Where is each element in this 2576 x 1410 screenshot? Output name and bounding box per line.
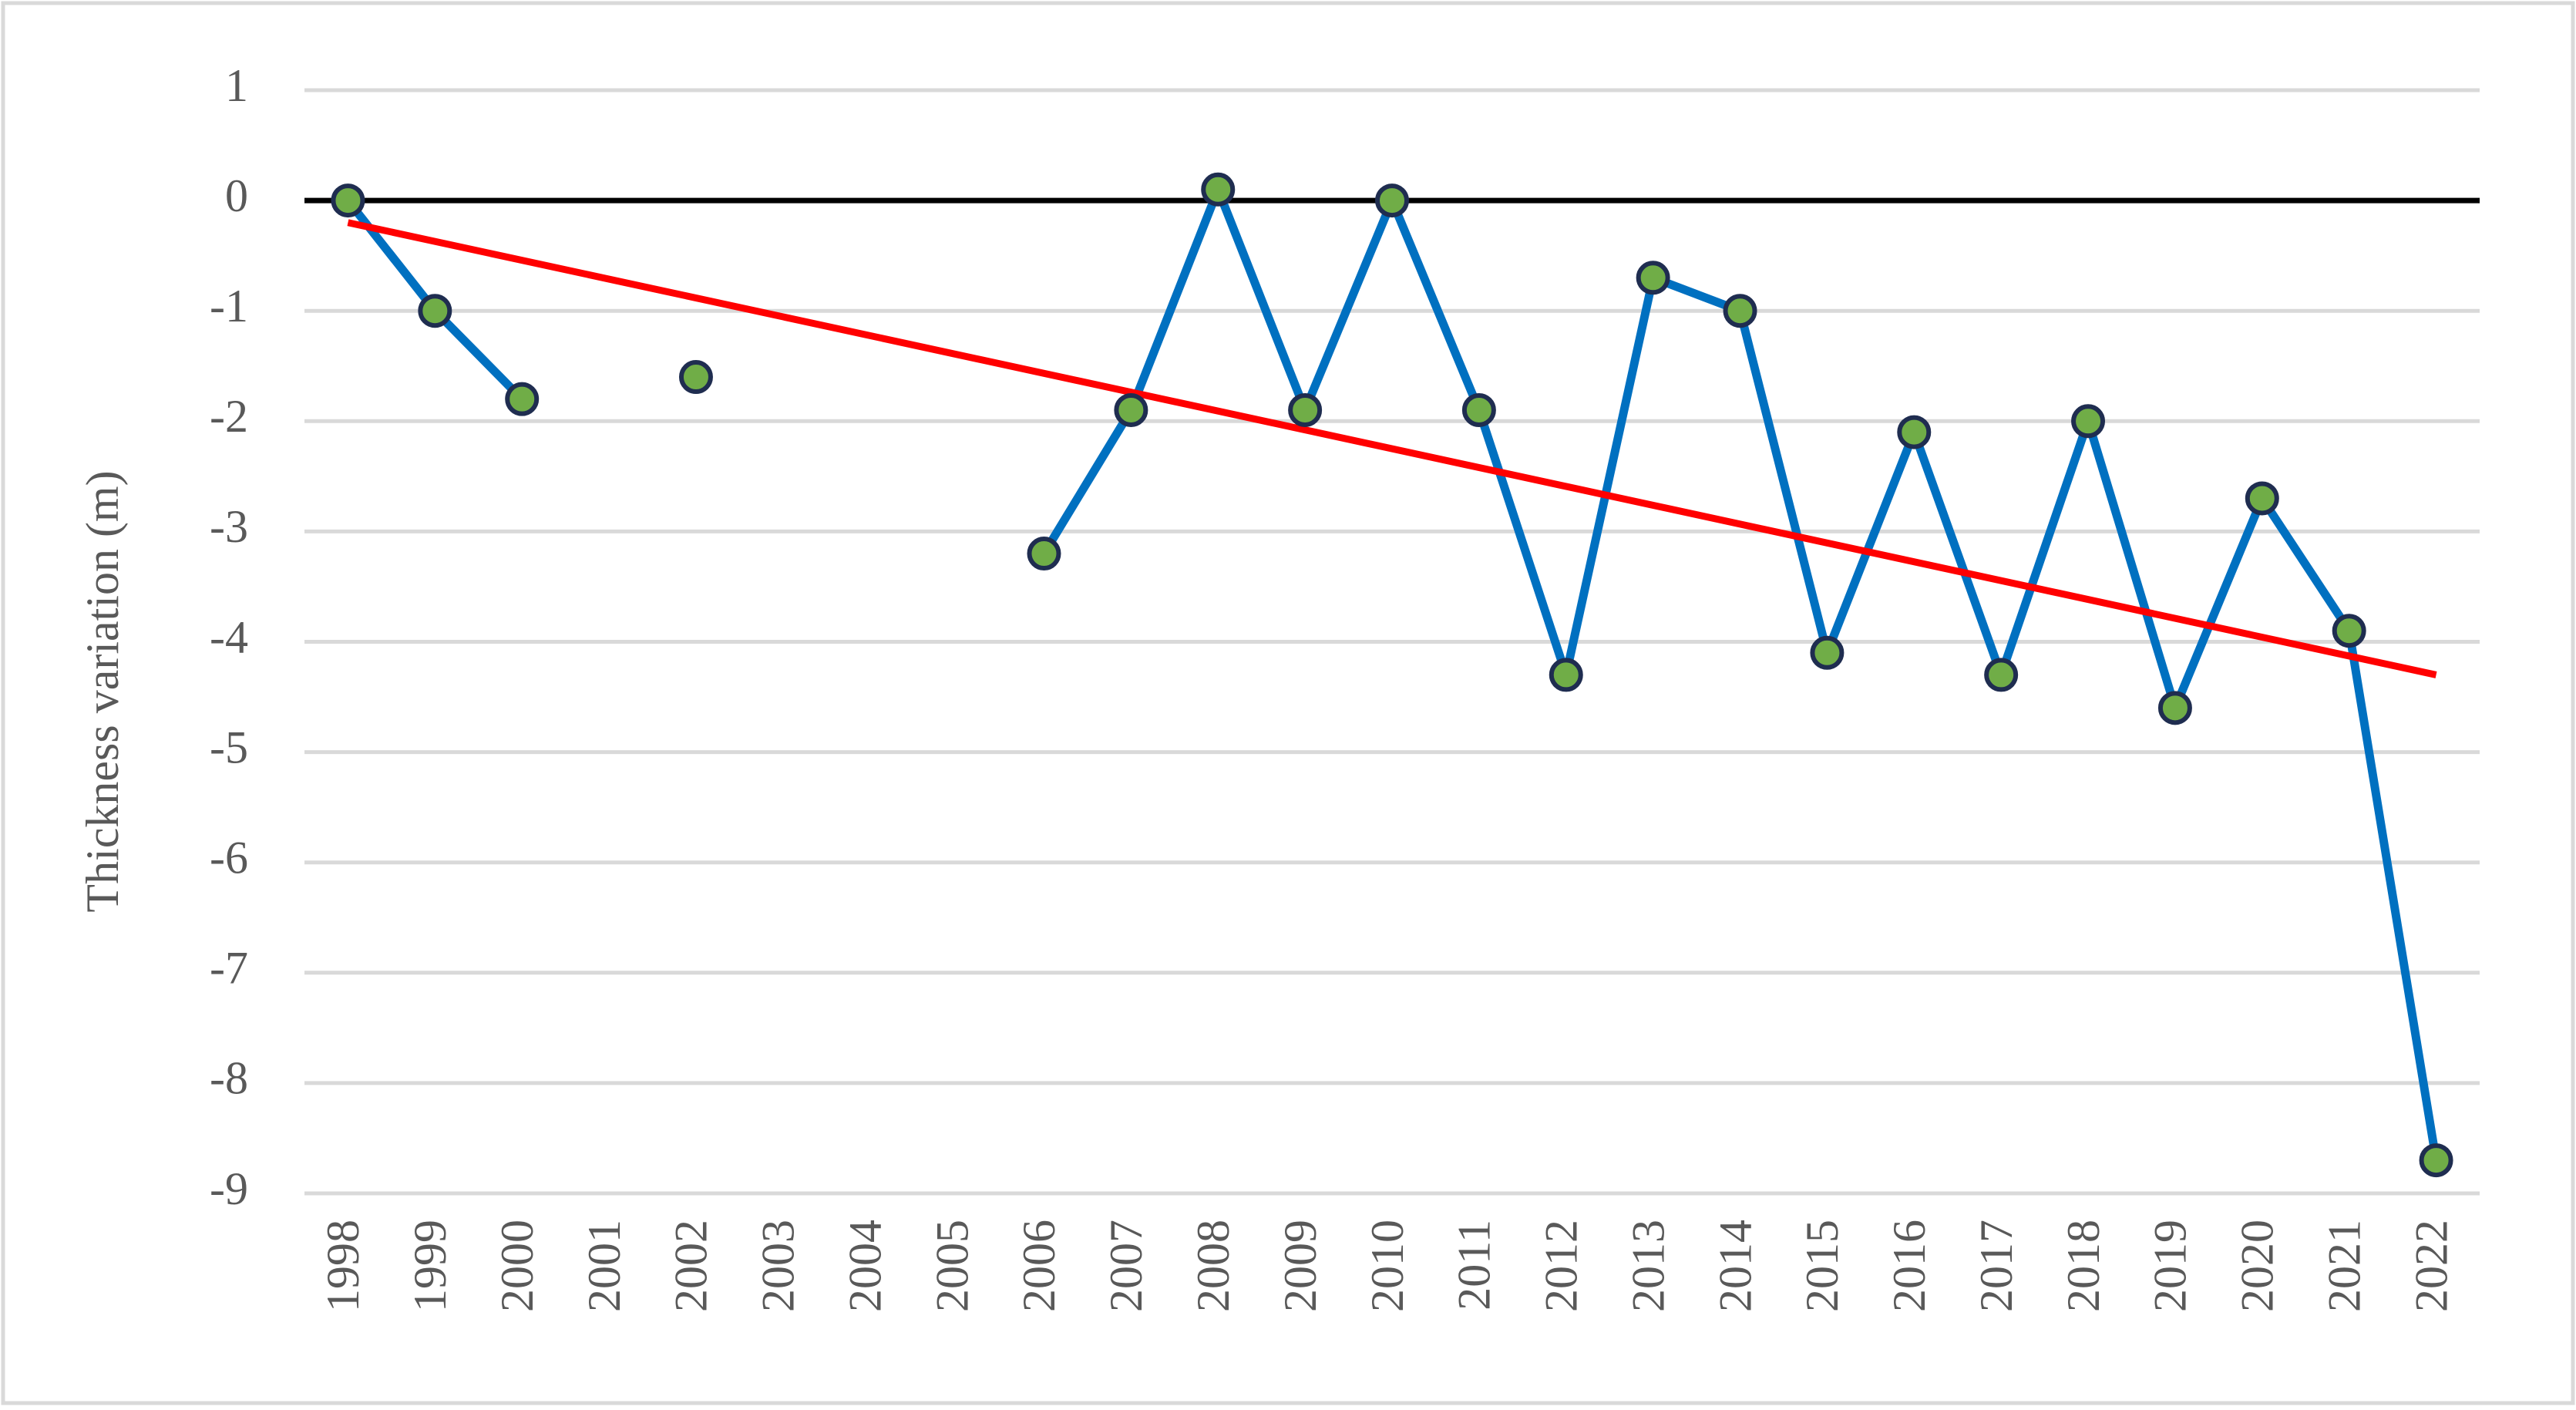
marker bbox=[1027, 537, 1061, 571]
marker bbox=[1810, 635, 1845, 670]
marker bbox=[331, 183, 365, 218]
x-tick-label: 2010 bbox=[1362, 1220, 1413, 1312]
x-tick-label: 2019 bbox=[2145, 1220, 2196, 1312]
marker bbox=[2071, 404, 2106, 439]
y-tick-label: 0 bbox=[225, 170, 248, 221]
x-tick-label: 2007 bbox=[1101, 1220, 1152, 1312]
y-tick-label: -3 bbox=[210, 501, 248, 552]
y-tick-label: -7 bbox=[210, 943, 248, 994]
y-tick-label: -5 bbox=[210, 722, 248, 772]
marker bbox=[1636, 261, 1670, 295]
x-tick-label: 2000 bbox=[492, 1220, 543, 1312]
trend-line bbox=[347, 219, 2437, 678]
x-tick-label: 2013 bbox=[1623, 1220, 1673, 1312]
x-tick-label: 2014 bbox=[1710, 1220, 1760, 1312]
y-axis-label: Thickness variation (m) bbox=[77, 470, 128, 912]
y-tick-label: -4 bbox=[210, 611, 248, 662]
x-tick-label: 2008 bbox=[1188, 1220, 1239, 1312]
y-tick-label: -8 bbox=[210, 1053, 248, 1104]
marker bbox=[2419, 1143, 2453, 1178]
marker bbox=[2245, 481, 2279, 516]
marker bbox=[1549, 658, 1583, 692]
x-tick-label: 2012 bbox=[1536, 1220, 1587, 1312]
marker bbox=[678, 360, 713, 395]
x-tick-label: 2022 bbox=[2406, 1220, 2457, 1312]
x-tick-label: 2001 bbox=[579, 1220, 630, 1312]
marker bbox=[505, 382, 540, 416]
x-tick-label: 2020 bbox=[2232, 1220, 2283, 1312]
x-tick-label: 2015 bbox=[1797, 1220, 1848, 1312]
marker bbox=[2157, 691, 2192, 725]
y-tick-label: -2 bbox=[210, 391, 248, 442]
marker bbox=[2332, 614, 2366, 648]
x-tick-label: 2016 bbox=[1884, 1220, 1935, 1312]
x-tick-label: 2021 bbox=[2319, 1220, 2369, 1312]
marker bbox=[1114, 392, 1148, 427]
marker bbox=[1201, 172, 1236, 207]
x-tick-label: 2017 bbox=[1971, 1220, 2022, 1312]
marker bbox=[1723, 294, 1757, 328]
y-tick-label: 1 bbox=[225, 60, 248, 111]
x-tick-label: 2011 bbox=[1449, 1220, 1500, 1311]
marker bbox=[1461, 392, 1496, 427]
y-tick-label: -9 bbox=[210, 1163, 248, 1214]
x-tick-label: 1998 bbox=[318, 1220, 368, 1312]
marker bbox=[1897, 415, 1932, 449]
x-tick-label: 2006 bbox=[1014, 1220, 1064, 1312]
x-tick-label: 2002 bbox=[666, 1220, 717, 1312]
marker bbox=[1984, 658, 2019, 692]
x-tick-label: 2003 bbox=[753, 1220, 804, 1312]
marker bbox=[1375, 183, 1409, 218]
marker bbox=[418, 294, 452, 328]
x-tick-label: 1999 bbox=[405, 1220, 456, 1312]
x-tick-label: 2005 bbox=[926, 1220, 977, 1312]
y-tick-label: -1 bbox=[210, 281, 248, 331]
x-tick-label: 2018 bbox=[2058, 1220, 2109, 1312]
x-tick-label: 2009 bbox=[1275, 1220, 1326, 1312]
x-tick-label: 2004 bbox=[839, 1220, 890, 1312]
marker bbox=[1288, 392, 1323, 427]
y-tick-label: -6 bbox=[210, 832, 248, 883]
